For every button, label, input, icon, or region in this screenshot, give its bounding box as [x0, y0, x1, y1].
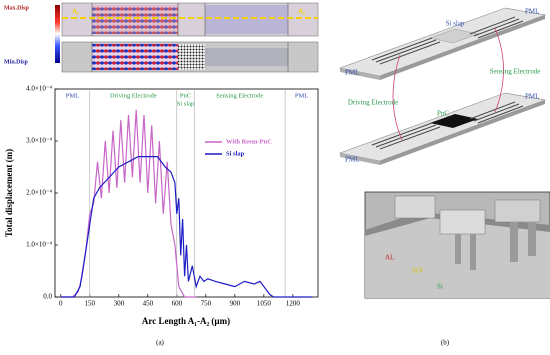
x-tick-label: 300	[114, 300, 125, 308]
region-label: PML	[295, 92, 308, 99]
x-tick-label: 150	[85, 300, 96, 308]
field-map-bottom	[61, 41, 319, 73]
pml-label: PML	[525, 93, 539, 101]
pml-label: PML	[525, 8, 539, 16]
device-bottom	[338, 92, 547, 165]
x-tick-label: 1200	[286, 300, 301, 308]
y-tick-label: 0.0	[43, 293, 52, 301]
field-map-top	[61, 2, 319, 37]
pnc-label: PnC	[437, 110, 449, 118]
device-top	[338, 7, 547, 80]
legend-label: Si slap	[226, 150, 245, 157]
region-label: Si slap	[177, 100, 195, 107]
colorbar	[55, 5, 60, 63]
link-arc	[494, 27, 504, 113]
series-line	[60, 109, 197, 298]
y-tick-label: 2.0×10⁻⁴	[26, 189, 52, 197]
a2-label: A₂	[298, 8, 305, 16]
y-tick-label: 4.0×10⁻⁴	[26, 85, 52, 93]
al-label: AL	[385, 254, 394, 262]
plot: 0 150 300 450 600 750 900 1050 1200 0.0 1.0×10⁻⁴ 2.…	[26, 85, 313, 308]
si-label: Si	[437, 283, 443, 291]
region-label: PML	[66, 92, 79, 99]
legend-label: With Reem-PnC	[226, 138, 272, 145]
si-slap-label: Si slap	[446, 20, 465, 28]
caption-a: (a)	[156, 339, 164, 347]
x-tick-label: 450	[143, 300, 154, 308]
region-label: Sensing Electrode	[216, 92, 263, 99]
pml-label: PML	[345, 69, 359, 77]
x-axis-label: Arc Length A₁-A₂ (µm)	[142, 316, 230, 326]
y-tick-label: 1.0×10⁻⁴	[26, 241, 52, 249]
x-tick-label: 1050	[257, 300, 272, 308]
max-label: Max.Disp	[4, 5, 29, 11]
sin-label: SiN	[412, 267, 423, 275]
sensing-label: Sensing Electrode	[490, 68, 541, 76]
caption-b: (b)	[441, 339, 450, 347]
driving-label: Driving Electrode	[348, 99, 398, 107]
link-arc	[392, 54, 403, 141]
series-line	[60, 156, 313, 298]
zoom-view	[364, 191, 550, 299]
x-tick-label: 750	[201, 300, 212, 308]
y-tick-label: 3.0×10⁻⁴	[26, 137, 52, 145]
region-label: Driving Electrode	[110, 92, 157, 99]
pml-label: PML	[345, 156, 359, 164]
region-label: PnC	[180, 92, 191, 99]
min-label: Min.Disp	[4, 59, 29, 65]
a1-label: A₁	[72, 8, 79, 16]
x-tick-label: 900	[230, 300, 241, 308]
x-tick-label: 600	[172, 300, 183, 308]
x-tick-label: 0	[59, 300, 63, 308]
y-axis-label: Total displacement (m)	[4, 149, 14, 237]
